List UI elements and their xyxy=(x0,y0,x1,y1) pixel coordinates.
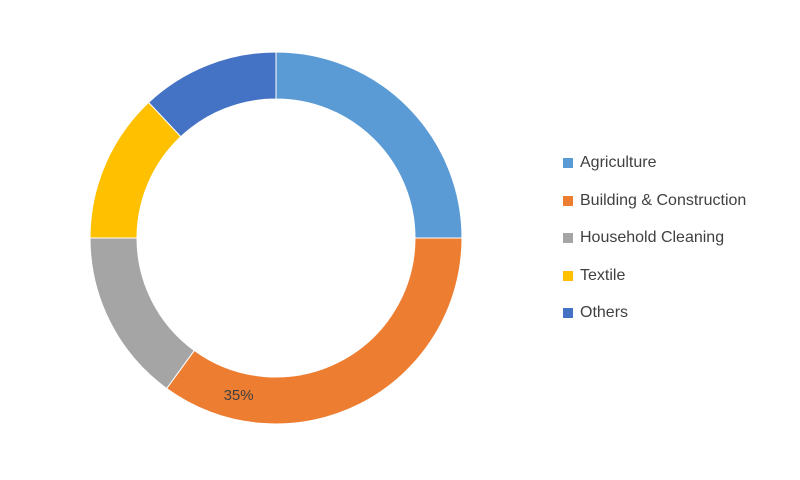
legend-swatch-others xyxy=(563,308,573,318)
doughnut-data-labels: 35% xyxy=(224,387,254,404)
data-label-building-construction: 35% xyxy=(224,387,254,404)
slice-others[interactable] xyxy=(147,51,277,138)
legend-item-agriculture[interactable]: Agriculture xyxy=(563,152,746,174)
slice-agriculture[interactable] xyxy=(275,51,463,239)
slice-household-cleaning[interactable] xyxy=(89,237,195,390)
legend-label-household-cleaning: Household Cleaning xyxy=(580,229,725,246)
legend-item-household-cleaning[interactable]: Household Cleaning xyxy=(563,227,746,249)
legend-item-others[interactable]: Others xyxy=(563,302,746,324)
legend-swatch-textile xyxy=(563,270,573,281)
legend-swatch-household-cleaning xyxy=(563,233,573,243)
doughnut-slices xyxy=(89,51,463,425)
legend-swatch-agriculture xyxy=(563,158,573,168)
legend-label-others: Others xyxy=(580,304,629,321)
legend-item-textile[interactable]: Textile xyxy=(563,265,746,287)
legend-label-agriculture: Agriculture xyxy=(580,154,657,171)
legend-swatch-building-construction xyxy=(563,195,573,206)
slice-building-construction[interactable] xyxy=(165,237,463,425)
legend-item-building-construction[interactable]: Building & Construction xyxy=(563,190,746,212)
legend-label-building-construction: Building & Construction xyxy=(580,191,747,209)
chart-legend: Agriculture Building & Construction Hous… xyxy=(563,152,746,340)
legend-label-textile: Textile xyxy=(580,266,626,284)
